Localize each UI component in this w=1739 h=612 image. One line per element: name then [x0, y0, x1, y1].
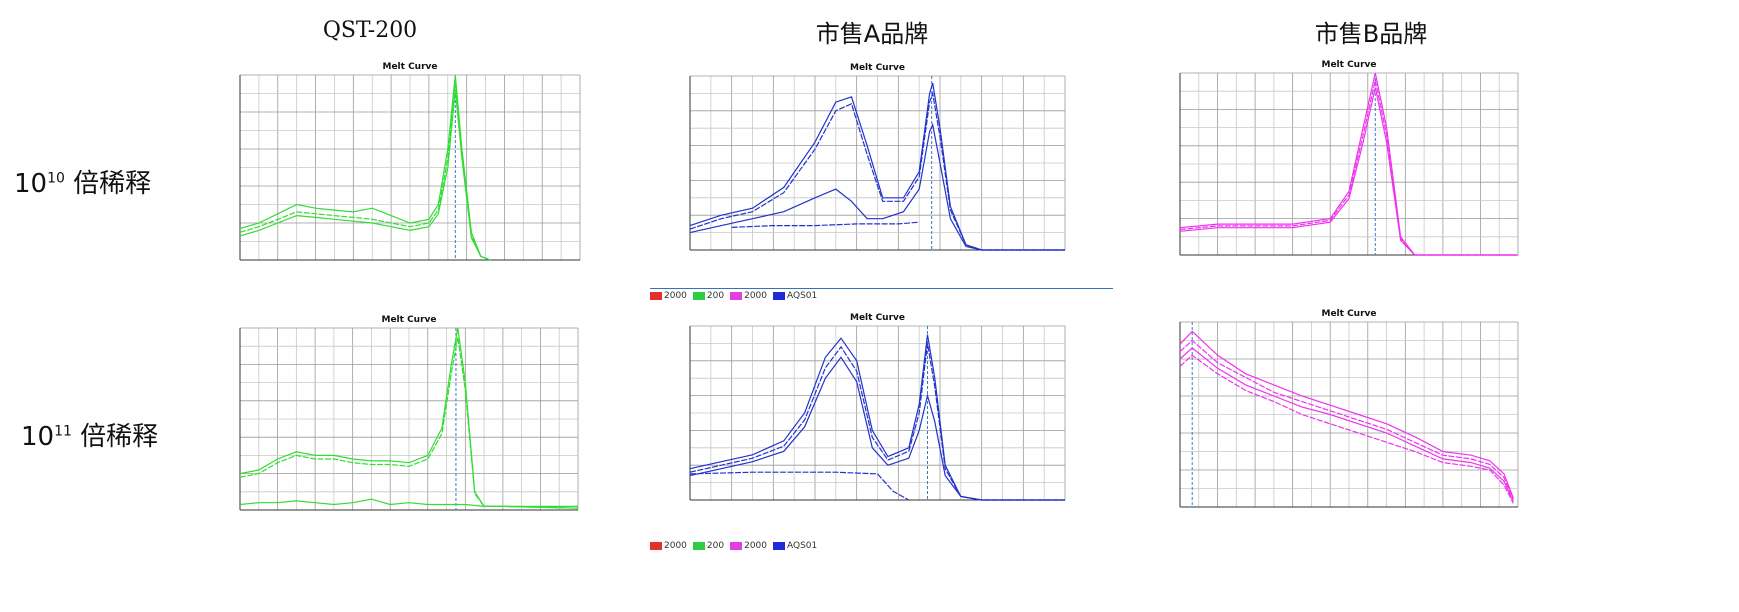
legend-swatch-magenta — [730, 542, 743, 550]
column-header-brand-a: 市售A品牌 — [815, 20, 929, 48]
legend-item: 2000 — [730, 291, 767, 301]
chart-title: Melt Curve — [1321, 60, 1376, 70]
legend-swatch-red — [650, 292, 662, 300]
chart-title: Melt Curve — [381, 315, 436, 325]
melt-series-2 — [689, 91, 1065, 251]
legend-swatch-blue — [773, 542, 785, 550]
melt-series-3 — [689, 356, 1065, 501]
legend-divider-top — [650, 288, 1113, 289]
row-label-1e11: 1011 倍稀释 — [21, 422, 159, 452]
melt-curve-brand-a-1e11: Melt Curve — [689, 313, 1066, 501]
melt-series-3 — [1179, 87, 1518, 256]
legend-item: 2000 — [650, 541, 687, 551]
legend-item: 2000 — [730, 541, 767, 551]
melt-series-1 — [689, 82, 1065, 251]
legend-item: 200 — [692, 291, 724, 301]
column-header-brand-b: 市售B品牌 — [1314, 20, 1428, 48]
chart-title: Melt Curve — [1321, 309, 1376, 319]
legend-swatch-green — [692, 292, 705, 300]
melt-curve-brand-a-1e10: Melt Curve — [689, 63, 1066, 251]
melt-curve-qst200-1e10: Melt Curve — [239, 62, 581, 261]
melt-series-4 — [731, 221, 920, 228]
chart-title: Melt Curve — [850, 313, 905, 323]
melt-series-2 — [1179, 339, 1514, 500]
melt-curve-brand-b-1e11: Melt Curve — [1179, 309, 1519, 508]
column-header-qst200: QST-200 — [322, 18, 418, 43]
melt-series-1 — [689, 334, 1065, 501]
melt-series-2 — [689, 343, 1065, 501]
melt-series-3 — [689, 122, 1065, 251]
legend-brand-a-1e10: 2000 200 2000 AQS01 — [650, 291, 817, 301]
melt-curve-brand-b-1e10: Melt Curve — [1179, 60, 1519, 256]
melt-series-2 — [1179, 80, 1518, 256]
melt-curve-qst200-1e11: Melt Curve — [239, 315, 579, 511]
legend-swatch-blue — [773, 292, 785, 300]
legend-swatch-green — [692, 542, 705, 550]
melt-series-3 — [1179, 347, 1514, 502]
melt-series-1 — [1179, 72, 1518, 256]
melt-series-4 — [689, 471, 910, 501]
legend-swatch-red — [650, 542, 662, 550]
legend-item: 2000 — [650, 291, 687, 301]
chart-title: Melt Curve — [382, 62, 437, 72]
row-label-1e10: 1010 倍稀释 — [14, 169, 152, 199]
legend-item: 200 — [692, 541, 724, 551]
legend-brand-a-1e11: 2000 200 2000 AQS01 — [650, 541, 817, 551]
melt-series-1 — [1179, 330, 1514, 499]
legend-swatch-magenta — [730, 292, 743, 300]
melt-series-3 — [239, 89, 491, 261]
legend-item: AQS01 — [773, 291, 817, 301]
chart-title: Melt Curve — [850, 63, 905, 73]
melt-series-1 — [239, 74, 491, 261]
melt-series-2 — [239, 336, 579, 509]
melt-series-3 — [239, 498, 578, 507]
legend-item: AQS01 — [773, 541, 817, 551]
melt-series-4 — [1179, 354, 1514, 504]
